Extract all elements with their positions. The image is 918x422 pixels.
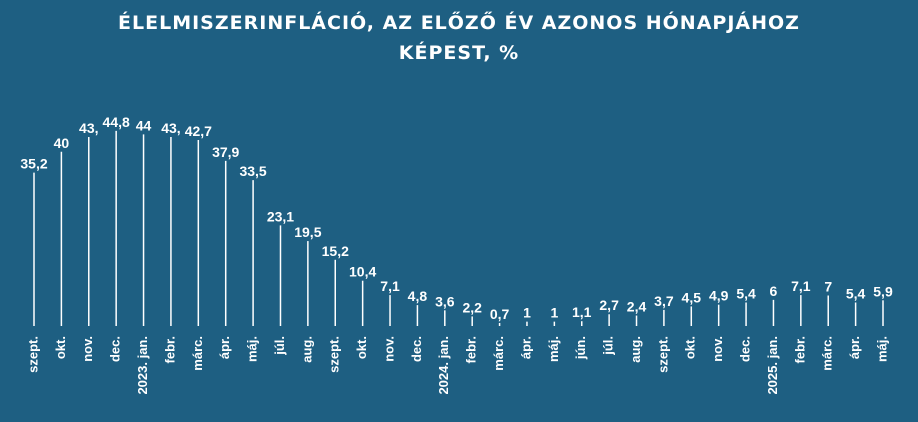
data-label: 43, (79, 120, 98, 136)
x-tick-label: okt. (354, 336, 369, 359)
data-label: 40 (54, 135, 70, 151)
x-tick-label: 2025. jan. (765, 336, 780, 395)
data-label: 3,6 (435, 293, 455, 309)
data-label: 2,4 (627, 299, 647, 315)
x-tick-label: jún. (573, 336, 588, 360)
data-label: 43, (161, 120, 180, 136)
x-tick-label: dec. (108, 336, 123, 362)
x-tick-label: febr. (464, 336, 479, 363)
x-tick-label: febr. (162, 336, 177, 363)
x-tick-label: szept. (655, 336, 670, 373)
data-label: 5,4 (846, 285, 866, 301)
x-tick-label: szept. (327, 336, 342, 373)
x-tick-label: aug. (299, 336, 314, 363)
data-label: 10,4 (349, 264, 376, 280)
data-label: 0,7 (490, 306, 510, 322)
data-label: 1 (550, 305, 558, 321)
data-label: 15,2 (322, 243, 349, 259)
data-label: 7,1 (380, 278, 400, 294)
data-label: 4,8 (408, 288, 428, 304)
data-label: 6 (770, 283, 778, 299)
x-tick-label: dec. (409, 336, 424, 362)
chart-title-line-1: ÉLELMISZERINFLÁCIÓ, AZ ELŐZŐ ÉV AZONOS H… (118, 12, 800, 34)
data-label: 2,7 (599, 297, 619, 313)
x-tick-label: nov. (80, 336, 95, 362)
x-tick-label: júl. (601, 336, 616, 356)
x-tick-label: márc. (491, 336, 506, 371)
x-tick-label: aug. (628, 336, 643, 363)
data-label: 4,5 (682, 289, 702, 305)
data-label: 37,9 (212, 144, 239, 160)
data-label: 7,1 (791, 278, 811, 294)
chart-title-line-2: KÉPEST, % (398, 42, 520, 64)
x-tick-label: nov. (710, 336, 725, 362)
x-tick-label: márc. (190, 336, 205, 371)
data-label: 2,2 (462, 299, 482, 315)
data-label: 3,7 (654, 293, 674, 309)
data-label: 5,9 (873, 283, 893, 299)
data-label: 1,1 (572, 304, 592, 320)
data-label: 44 (136, 117, 152, 133)
x-tick-label: nov. (381, 336, 396, 362)
x-tick-label: 2023. jan. (135, 336, 150, 395)
x-tick-label: okt. (53, 336, 68, 359)
x-tick-label: 2024. jan. (436, 336, 451, 395)
x-tick-label: dec. (738, 336, 753, 362)
x-tick-label: máj. (546, 336, 561, 362)
data-label: 4,9 (709, 288, 729, 304)
chart-title: ÉLELMISZERINFLÁCIÓ, AZ ELŐZŐ ÉV AZONOS H… (0, 8, 918, 68)
x-tick-label: máj. (874, 336, 889, 362)
x-tick-label: ápr. (518, 336, 533, 359)
x-tick-label: okt. (683, 336, 698, 359)
x-tick-label: ápr. (847, 336, 862, 359)
x-tick-label: szept. (25, 336, 40, 373)
data-label: 23,1 (267, 208, 294, 224)
x-tick-label: júl. (272, 336, 287, 356)
data-label: 35,2 (20, 156, 47, 172)
data-label: 42,7 (185, 123, 212, 139)
x-tick-label: ápr. (217, 336, 232, 359)
x-tick-label: máj. (245, 336, 260, 362)
x-tick-label: febr. (792, 336, 807, 363)
data-label: 1 (523, 305, 531, 321)
data-label: 44,8 (103, 114, 130, 130)
data-label: 5,4 (736, 285, 756, 301)
x-tick-label: márc. (820, 336, 835, 371)
data-label: 33,5 (239, 163, 266, 179)
data-label: 19,5 (294, 224, 321, 240)
data-label: 7 (824, 279, 832, 295)
